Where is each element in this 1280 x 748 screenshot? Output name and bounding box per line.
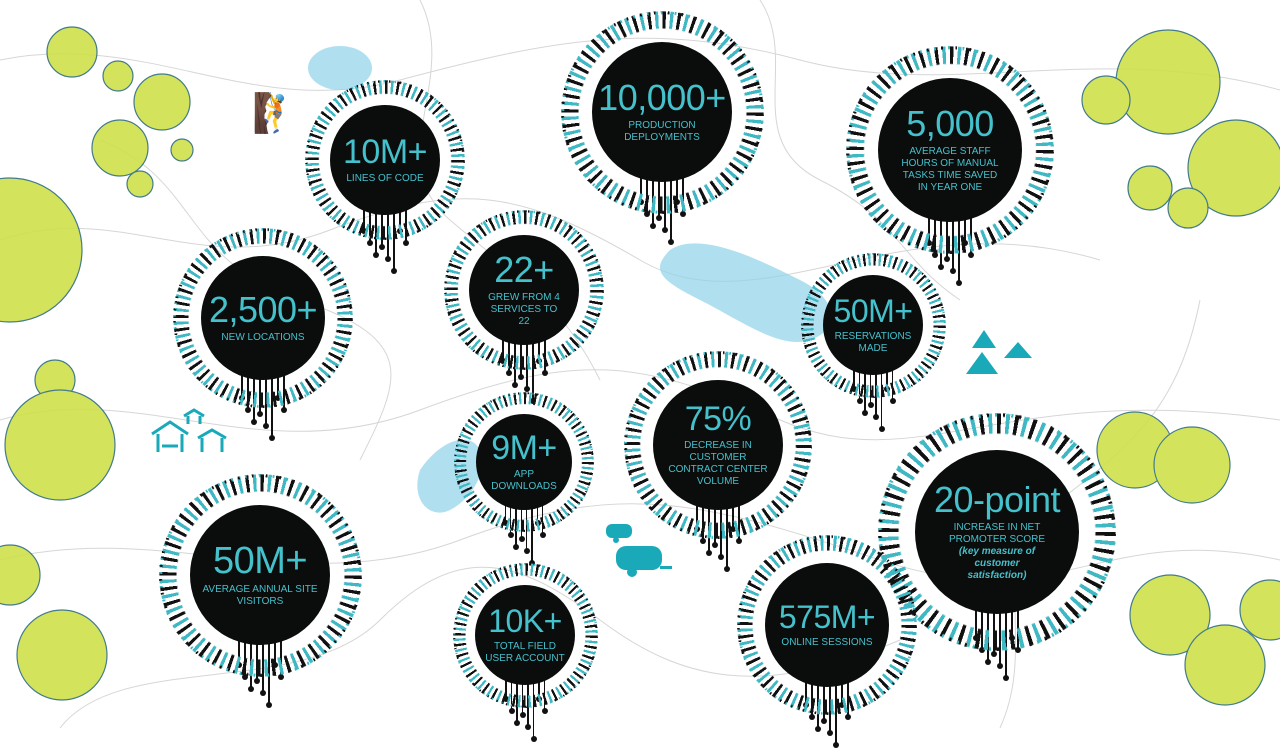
stat-disk: 22+ GREW FROM 4 SERVICES TO 22 bbox=[469, 235, 579, 345]
stat-value: 5,000 bbox=[906, 103, 994, 144]
stat-label: AVERAGE STAFF HOURS OF MANUAL TASKS TIME… bbox=[901, 146, 999, 193]
stat-label: AVERAGE ANNUAL SITE VISITORS bbox=[202, 584, 318, 607]
stat-disk: 9M+ APP DOWNLOADS bbox=[476, 414, 572, 510]
stat-label: NEW LOCATIONS bbox=[221, 332, 305, 343]
stat-disk: 50M+ RESERVATIONS MADE bbox=[823, 275, 923, 375]
stat-label: TOTAL FIELD USER ACCOUNT bbox=[485, 641, 565, 664]
stat-value: 50M+ bbox=[833, 293, 913, 329]
stat-label: DECREASE IN CUSTOMER CONTRACT CENTER VOL… bbox=[668, 440, 768, 487]
stat-disk: 10,000+ PRODUCTION DEPLOYMENTS bbox=[592, 42, 732, 182]
camper-trailer-icon bbox=[606, 524, 672, 577]
stat-disk: 50M+ AVERAGE ANNUAL SITE VISITORS bbox=[190, 505, 330, 645]
stat-value: 50M+ bbox=[212, 540, 308, 582]
stat-value: 9M+ bbox=[491, 429, 557, 467]
stat-value: 22+ bbox=[494, 249, 554, 290]
stat-label: APP DOWNLOADS bbox=[491, 469, 557, 492]
stat-disk: 20-point INCREASE IN NET PROMOTER SCORE (k… bbox=[915, 450, 1079, 614]
stat-label: GREW FROM 4 SERVICES TO 22 bbox=[488, 292, 560, 327]
stat-disk: 5,000 AVERAGE STAFF HOURS OF MANUAL TASKS… bbox=[878, 78, 1022, 222]
stat-value: 10,000+ bbox=[598, 77, 726, 118]
stat-value: 10M+ bbox=[343, 133, 428, 171]
stat-label: RESERVATIONS MADE bbox=[834, 331, 912, 354]
hiker-icon: 🧗 bbox=[252, 93, 300, 135]
stat-label: LINES OF CODE bbox=[346, 173, 424, 184]
stat-disk: 10K+ TOTAL FIELD USER ACCOUNT bbox=[475, 585, 575, 685]
stat-value: 575M+ bbox=[778, 599, 876, 635]
stat-label: PRODUCTION DEPLOYMENTS bbox=[624, 120, 700, 143]
stat-disk: 575M+ ONLINE SESSIONS bbox=[765, 563, 889, 687]
trees bbox=[0, 26, 1280, 706]
stat-value: 10K+ bbox=[488, 603, 562, 639]
stat-note: (key measure of customer satisfaction) bbox=[958, 546, 1036, 581]
stat-disk: 10M+ LINES OF CODE bbox=[330, 105, 440, 215]
picnic-shelter-icon bbox=[151, 408, 227, 452]
stat-label: INCREASE IN NET PROMOTER SCORE bbox=[948, 522, 1046, 545]
tent-icon bbox=[966, 330, 1032, 374]
stat-disk: 75% DECREASE IN CUSTOMER CONTRACT CENTER … bbox=[653, 380, 783, 510]
stat-label: ONLINE SESSIONS bbox=[781, 637, 873, 648]
stat-value: 20-point bbox=[933, 479, 1061, 520]
stat-value: 75% bbox=[684, 400, 752, 438]
stat-disk: 2,500+ NEW LOCATIONS bbox=[201, 256, 325, 380]
stat-value: 2,500+ bbox=[208, 289, 318, 330]
